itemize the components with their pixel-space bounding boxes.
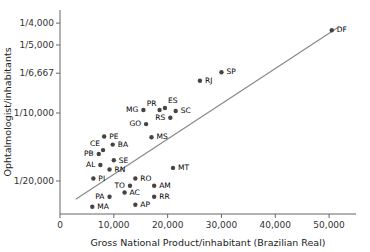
point-label: AM xyxy=(159,181,171,190)
y-tick xyxy=(56,180,60,181)
point-label: AC xyxy=(130,188,140,197)
point xyxy=(330,28,334,32)
point-label: CE xyxy=(90,139,100,148)
x-tick-label: 20,000 xyxy=(152,220,184,230)
point-label: RR xyxy=(159,192,169,201)
point xyxy=(91,176,95,180)
x-tick-label: 30,000 xyxy=(206,220,238,230)
point-label: GO xyxy=(129,119,141,128)
y-tick xyxy=(56,112,60,113)
y-tick-label: 1/6,667 xyxy=(19,68,54,78)
point xyxy=(174,109,178,113)
y-axis-line xyxy=(60,10,61,214)
y-tick xyxy=(56,73,60,74)
plot-area xyxy=(76,28,337,209)
point-label: AL xyxy=(86,160,96,169)
point-label: DF xyxy=(337,25,347,34)
point xyxy=(144,122,148,126)
point xyxy=(219,70,223,74)
point xyxy=(157,108,161,112)
y-tick-label: 1/20,000 xyxy=(14,176,55,186)
x-axis-line xyxy=(60,214,356,215)
point-label: PI xyxy=(98,174,105,183)
x-tick xyxy=(221,214,222,218)
x-tick xyxy=(329,214,330,218)
point-label: PB xyxy=(84,149,94,158)
point xyxy=(141,108,145,112)
x-tick xyxy=(275,214,276,218)
point-label: SC xyxy=(181,106,191,115)
point-label: RS xyxy=(155,113,165,122)
x-tick xyxy=(167,214,168,218)
point xyxy=(171,166,175,170)
point xyxy=(111,142,115,146)
point xyxy=(107,167,111,171)
point-label: PR xyxy=(147,99,157,108)
x-tick-label: 10,000 xyxy=(98,220,130,230)
point xyxy=(98,163,102,167)
x-tick xyxy=(60,214,61,218)
point-label: SE xyxy=(119,156,129,165)
point-label: ES xyxy=(168,96,178,105)
x-tick-label: 50,000 xyxy=(313,220,345,230)
trend-line xyxy=(76,28,337,199)
y-tick xyxy=(56,23,60,24)
point xyxy=(198,79,202,83)
point xyxy=(90,205,94,209)
point xyxy=(163,106,167,110)
point xyxy=(112,158,116,162)
point xyxy=(102,134,106,138)
point xyxy=(97,152,101,156)
point xyxy=(133,176,137,180)
point xyxy=(133,203,137,207)
y-axis-label: Ophtalmologist/inhabitants xyxy=(2,47,13,176)
point xyxy=(152,184,156,188)
point-label: TO xyxy=(113,181,125,190)
x-tick-label: 40,000 xyxy=(260,220,292,230)
point xyxy=(122,190,126,194)
y-tick-label: 1/10,000 xyxy=(14,108,55,118)
point-label: MS xyxy=(156,132,167,141)
x-axis-label: Gross National Product/inhabitant (Brazi… xyxy=(90,237,325,248)
point-label: RO xyxy=(140,174,151,183)
point-label: BA xyxy=(118,140,129,149)
point-label: MG xyxy=(126,105,138,114)
point xyxy=(107,195,111,199)
point-label: RJ xyxy=(205,76,212,85)
chart: 0 10,000 20,000 30,000 40,000 50,000 1/4,000 1/… xyxy=(0,0,370,252)
point xyxy=(168,116,172,120)
point xyxy=(101,148,105,152)
point-label: AP xyxy=(140,200,150,209)
point-label: SP xyxy=(226,67,236,76)
point-labels: DFSPRJESPRSCRSMGGOMSMTPEBACEPBSEALRNPIRO… xyxy=(84,25,347,211)
point-label: MT xyxy=(178,163,189,172)
y-tick-label: 1/4,000 xyxy=(19,18,54,28)
point-label: RN xyxy=(115,165,126,174)
y-tick-label: 1/5,000 xyxy=(19,40,54,50)
x-tick-label: 0 xyxy=(57,220,63,230)
point-label: PA xyxy=(95,192,105,201)
x-tick xyxy=(113,214,114,218)
point xyxy=(149,135,153,139)
point xyxy=(152,195,156,199)
point-label: MA xyxy=(97,202,109,211)
y-tick xyxy=(56,44,60,45)
